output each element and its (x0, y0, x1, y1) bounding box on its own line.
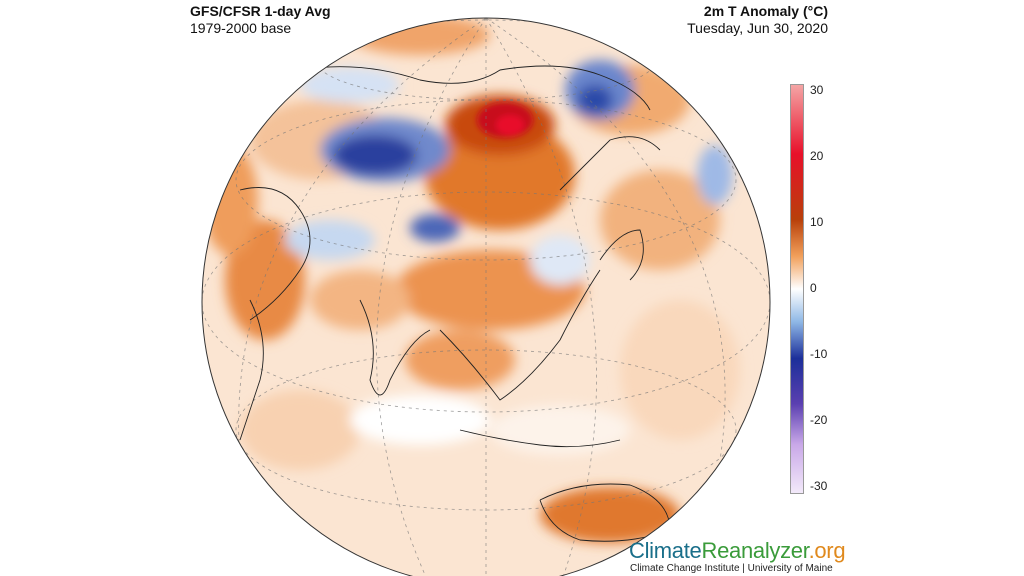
date-label: Tuesday, Jun 30, 2020 (687, 20, 828, 36)
brand-part-3: .org (808, 538, 846, 563)
brand-part-2: Reanalyzer (701, 538, 809, 563)
colorbar (790, 84, 804, 494)
colorbar-tick-label: 30 (810, 83, 824, 97)
brand-logo: ClimateReanalyzer.org (629, 538, 846, 564)
brand-part-1: Climate (629, 538, 702, 563)
credit-line: Climate Change Institute | University of… (630, 563, 833, 574)
header-right: 2m T Anomaly (°C) Tuesday, Jun 30, 2020 (687, 3, 828, 37)
hotspot (477, 102, 533, 138)
header-left: GFS/CFSR 1-day Avg 1979-2000 base (190, 3, 331, 37)
colorbar-tick-label: -10 (810, 347, 828, 361)
colorbar-tick-label: -30 (810, 479, 828, 493)
variable-title: 2m T Anomaly (°C) (703, 3, 828, 19)
baseline-period: 1979-2000 base (190, 20, 292, 36)
colorbar-tick-label: 10 (810, 215, 824, 229)
globe-outline (201, 17, 771, 576)
colorbar-tick-label: 20 (810, 149, 824, 163)
colorbar-tick-label: -20 (810, 413, 828, 427)
colorbar-tick-label: 0 (810, 281, 817, 295)
dataset-title: GFS/CFSR 1-day Avg (190, 3, 331, 19)
